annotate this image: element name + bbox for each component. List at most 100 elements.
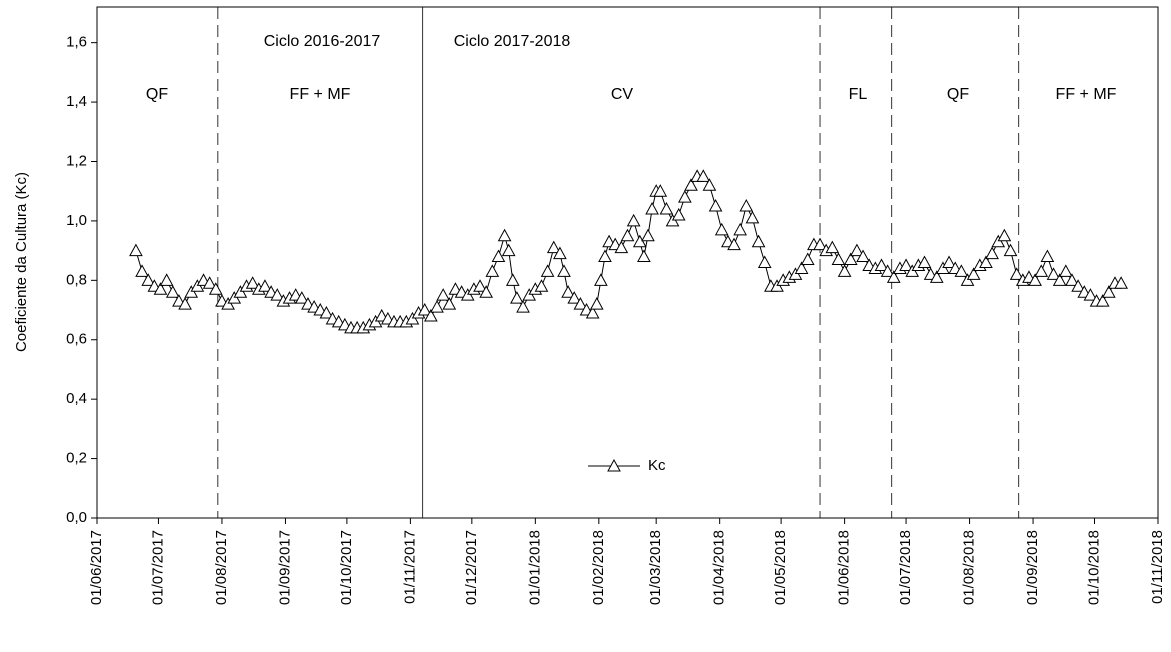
- point-marker: [1101, 285, 1116, 298]
- legend-label: Kc: [648, 457, 666, 474]
- x-tick-label: 01/02/2018: [590, 530, 607, 605]
- point-marker: [497, 228, 512, 242]
- point-marker: [1095, 294, 1110, 307]
- point-marker: [1040, 249, 1055, 263]
- point-marker: [1034, 264, 1049, 277]
- x-tick-label: 01/07/2017: [149, 530, 166, 605]
- point-marker: [485, 264, 500, 277]
- annotation: Ciclo 2016-2017: [264, 33, 381, 50]
- point-marker: [702, 178, 717, 191]
- point-marker: [546, 240, 561, 254]
- point-marker: [1058, 264, 1073, 277]
- point-marker: [966, 267, 981, 280]
- x-tick-label: 01/07/2018: [897, 530, 914, 605]
- point-marker: [573, 297, 588, 310]
- point-marker: [733, 222, 747, 236]
- point-marker: [1009, 267, 1024, 280]
- point-marker: [442, 297, 457, 310]
- x-tick-label: 01/06/2017: [88, 530, 105, 605]
- point-marker: [473, 279, 487, 292]
- y-tick-label: 0,6: [66, 331, 87, 348]
- point-marker: [614, 240, 629, 254]
- point-marker: [129, 243, 143, 257]
- point-marker: [843, 252, 858, 266]
- point-marker: [1065, 273, 1079, 286]
- x-tick-label: 01/09/2018: [1024, 530, 1041, 605]
- point-marker: [258, 279, 272, 292]
- point-marker: [985, 246, 999, 260]
- point-marker: [479, 285, 494, 298]
- point-marker: [561, 285, 575, 298]
- point-marker: [135, 264, 149, 277]
- annotation: QF: [947, 86, 969, 103]
- point-marker: [671, 207, 686, 221]
- point-marker: [436, 288, 450, 301]
- x-tick-label: 01/11/2017: [401, 530, 418, 604]
- point-marker: [653, 184, 668, 197]
- x-tick-label: 01/03/2018: [647, 530, 664, 605]
- point-marker: [1028, 273, 1042, 286]
- x-tick-label: 01/10/2018: [1085, 530, 1102, 605]
- point-marker: [727, 237, 741, 251]
- point-marker: [540, 264, 555, 277]
- point-marker: [417, 302, 432, 316]
- point-marker: [245, 276, 260, 289]
- plot-frame: [96, 6, 1159, 519]
- point-marker: [208, 282, 223, 295]
- x-tick-label: 01/08/2017: [213, 530, 230, 605]
- annotation: FF + MF: [1056, 86, 1117, 103]
- annotation: FF + MF: [290, 86, 351, 103]
- point-marker: [620, 228, 635, 242]
- point-marker: [954, 264, 969, 277]
- point-marker: [165, 285, 180, 298]
- point-marker: [637, 249, 651, 263]
- point-marker: [491, 249, 506, 263]
- point-marker: [813, 237, 827, 251]
- point-marker: [430, 300, 444, 313]
- point-marker: [997, 228, 1012, 242]
- y-tick-label: 1,4: [66, 93, 87, 110]
- point-marker: [917, 255, 932, 268]
- point-marker: [534, 279, 549, 292]
- point-marker: [1071, 279, 1085, 292]
- point-marker: [678, 190, 692, 203]
- point-marker: [319, 305, 334, 319]
- point-marker: [837, 264, 852, 277]
- point-marker: [1046, 267, 1061, 280]
- point-marker: [567, 291, 582, 304]
- annotation: FL: [849, 86, 868, 103]
- point-marker: [1083, 288, 1098, 301]
- point-marker: [745, 210, 760, 224]
- point-marker: [942, 255, 956, 268]
- point-marker: [641, 228, 655, 242]
- point-marker: [501, 243, 516, 257]
- point-marker: [800, 252, 815, 266]
- y-tick-label: 1,0: [66, 212, 87, 229]
- y-tick-label: 0,4: [66, 390, 87, 407]
- point-marker: [424, 308, 438, 322]
- point-marker: [684, 178, 698, 191]
- point-marker: [1114, 276, 1128, 289]
- point-marker: [874, 258, 889, 271]
- point-marker: [645, 201, 659, 215]
- point-marker: [159, 273, 174, 286]
- point-marker: [757, 255, 772, 268]
- annotation: QF: [146, 86, 168, 103]
- annotation: CV: [611, 86, 634, 103]
- point-marker: [825, 240, 840, 254]
- point-marker: [510, 291, 524, 304]
- point-marker: [626, 213, 641, 227]
- point-marker: [141, 273, 156, 286]
- x-tick-label: 01/04/2018: [711, 530, 728, 605]
- y-tick-label: 0,0: [66, 509, 87, 526]
- legend-marker: [607, 458, 621, 472]
- point-marker: [594, 273, 608, 286]
- point-marker: [831, 252, 846, 266]
- point-marker: [979, 255, 993, 268]
- point-marker: [202, 276, 217, 289]
- y-tick-label: 1,2: [66, 152, 87, 169]
- x-tick-label: 01/10/2017: [338, 530, 355, 605]
- x-tick-label: 01/06/2018: [836, 530, 853, 605]
- point-marker: [516, 300, 530, 313]
